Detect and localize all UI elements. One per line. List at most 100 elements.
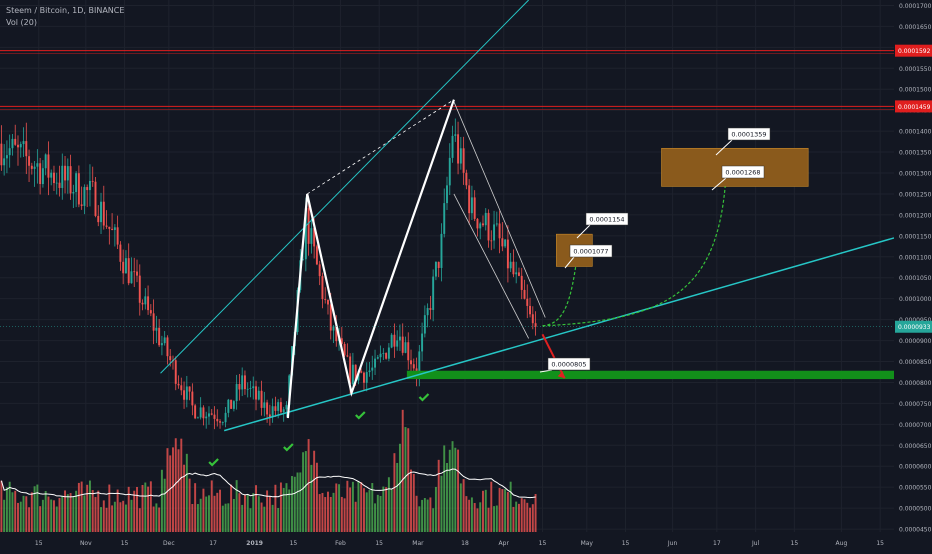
volume-bar [53, 500, 55, 532]
volume-bar [371, 483, 374, 532]
volume-bar [199, 498, 202, 532]
volume-bar [130, 499, 133, 532]
candle-body [385, 353, 388, 359]
volume-bar [30, 492, 33, 532]
volume-bar [479, 502, 482, 532]
volume-bar [390, 489, 393, 532]
volume-bar [346, 480, 349, 532]
candle-body [493, 224, 496, 241]
volume-bar [108, 484, 111, 532]
candle-body [451, 135, 454, 158]
candle-body [44, 154, 47, 169]
volume-bar [415, 495, 418, 532]
callout-pointer [711, 177, 727, 191]
candle-body [188, 386, 191, 392]
candle-body [468, 185, 471, 214]
volume-bar [241, 504, 244, 532]
x-tick-label: 15 [121, 540, 129, 547]
candle-body [531, 314, 534, 324]
candle-body [180, 385, 183, 391]
volume-bar [169, 455, 172, 532]
volume-bar [0, 480, 3, 532]
callout-box [569, 244, 613, 258]
candle-body [255, 386, 257, 400]
volume-bar [324, 497, 327, 532]
candle-body [526, 298, 529, 306]
volume-bar [88, 480, 91, 532]
candle-body [354, 364, 357, 381]
volume-bar [83, 495, 86, 532]
candle-body [14, 138, 17, 145]
volume-bar [470, 497, 473, 532]
volume-bar [105, 507, 108, 532]
volume-bar [111, 505, 114, 532]
candle-body [498, 223, 501, 239]
volume-bar [266, 490, 269, 532]
volume-bar [166, 448, 169, 532]
candle-body [227, 399, 230, 413]
price-axis-bg [894, 0, 932, 550]
volume-bar [274, 484, 277, 532]
candle-body [268, 414, 271, 418]
candle-body [119, 244, 122, 262]
check-mark-icon [418, 393, 430, 402]
candle-body [152, 313, 155, 331]
y-tick-label: 0.0001100 [899, 254, 932, 261]
candle-body [77, 173, 80, 205]
volume-bar [252, 493, 255, 532]
y-tick-label: 0.0001550 [899, 66, 932, 73]
candle-body [88, 180, 91, 191]
candle-body [230, 399, 233, 409]
volume-bar [50, 499, 53, 532]
candle-body [243, 375, 246, 390]
candle-body [421, 333, 424, 352]
x-tick-label: May [581, 540, 594, 547]
candle-body [410, 360, 412, 365]
candle-body [216, 418, 219, 422]
volume-bar [351, 481, 354, 532]
projection-path-2 [542, 186, 726, 327]
volume-bar [255, 485, 257, 532]
volume-bar [44, 491, 47, 532]
price-axis-label-bg [895, 320, 932, 333]
candle-body [529, 305, 532, 315]
price-axis: 0.00017000.00016500.00016000.00015500.00… [894, 0, 932, 550]
volume-bar [163, 478, 166, 532]
check-mark-icon [208, 458, 219, 467]
candle-body [33, 166, 36, 169]
y-tick-label: 0.0001400 [899, 129, 932, 136]
candle-body [346, 355, 349, 357]
price-axis-label: 0.0001459 [898, 104, 931, 111]
volume-bar [506, 492, 509, 532]
volume-bar [515, 501, 518, 532]
candle-body [407, 342, 410, 361]
volume-bar [340, 496, 343, 532]
y-tick-label: 0.0000950 [899, 317, 932, 324]
volume-bar [116, 489, 119, 532]
volume-bar [459, 483, 462, 532]
candle-body [166, 337, 169, 357]
candle-body [490, 240, 493, 242]
candle-body [462, 148, 465, 173]
x-tick-label: 2019 [246, 540, 263, 547]
volume-bar [490, 481, 493, 532]
volume-bar [327, 491, 329, 532]
x-tick-label: Jun [667, 540, 678, 547]
volume-bar [238, 493, 241, 532]
candle-body [443, 203, 446, 234]
volume-bar [119, 502, 122, 532]
candle-body [149, 310, 152, 314]
candle-body [387, 347, 390, 359]
candle-body [470, 197, 473, 214]
volume-bar [100, 507, 102, 532]
candle-body [64, 165, 67, 181]
volume-bar [487, 507, 490, 532]
volume-bar [365, 492, 368, 532]
volume-bar [529, 507, 532, 532]
candle-body [39, 163, 42, 185]
candle-body [324, 299, 327, 301]
candle-body [113, 227, 116, 230]
candle-body [349, 356, 352, 385]
